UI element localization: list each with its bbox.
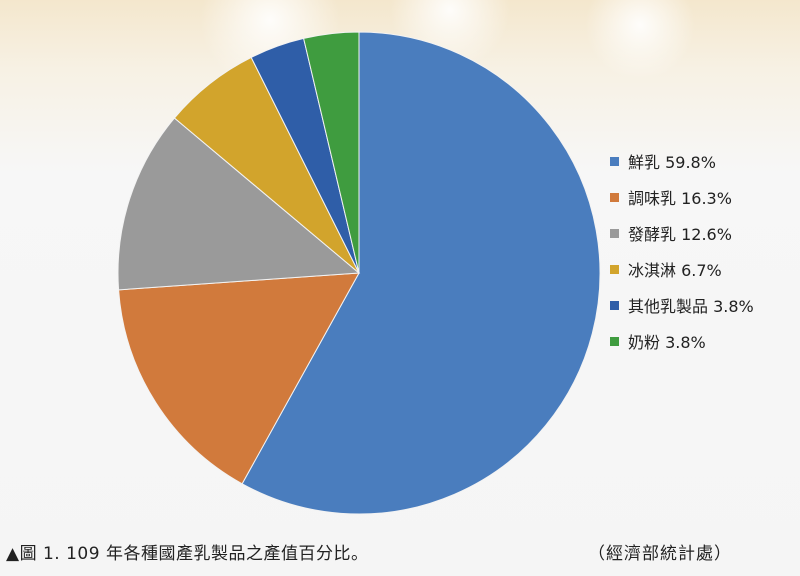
legend-label: 發酵乳 12.6% [628, 225, 732, 244]
chart-legend: 鮮乳 59.8% 調味乳 16.3% 發酵乳 12.6% 冰淇淋 6.7% 其他乳製品 … [610, 143, 754, 359]
legend-label: 冰淇淋 6.7% [628, 261, 722, 280]
legend-item-2: 調味乳 16.3% [610, 179, 754, 215]
legend-swatch [610, 192, 619, 202]
legend-swatch [610, 156, 619, 166]
legend-label: 其他乳製品 3.8% [628, 297, 754, 316]
legend-item-1: 鮮乳 59.8% [610, 143, 754, 179]
legend-item-3: 發酵乳 12.6% [610, 215, 754, 251]
legend-label: 調味乳 16.3% [628, 189, 732, 208]
legend-label: 奶粉 3.8% [628, 333, 706, 352]
legend-swatch [610, 336, 619, 346]
legend-swatch [610, 300, 619, 310]
pie-slice-3 [117, 117, 361, 291]
source-note: （經濟部統計處） [588, 544, 732, 564]
legend-swatch [610, 228, 619, 238]
pie-slice-6 [303, 31, 360, 274]
legend-label: 鮮乳 59.8% [628, 153, 716, 172]
pie-slice-2 [118, 272, 360, 485]
pie-slice-1 [241, 31, 601, 515]
legend-item-5: 其他乳製品 3.8% [610, 287, 754, 323]
legend-swatch [610, 264, 619, 274]
legend-item-6: 奶粉 3.8% [610, 323, 754, 359]
legend-item-4: 冰淇淋 6.7% [610, 251, 754, 287]
figure-caption: ▲圖 1. 109 年各種國產乳製品之產值百分比。 [6, 544, 369, 564]
